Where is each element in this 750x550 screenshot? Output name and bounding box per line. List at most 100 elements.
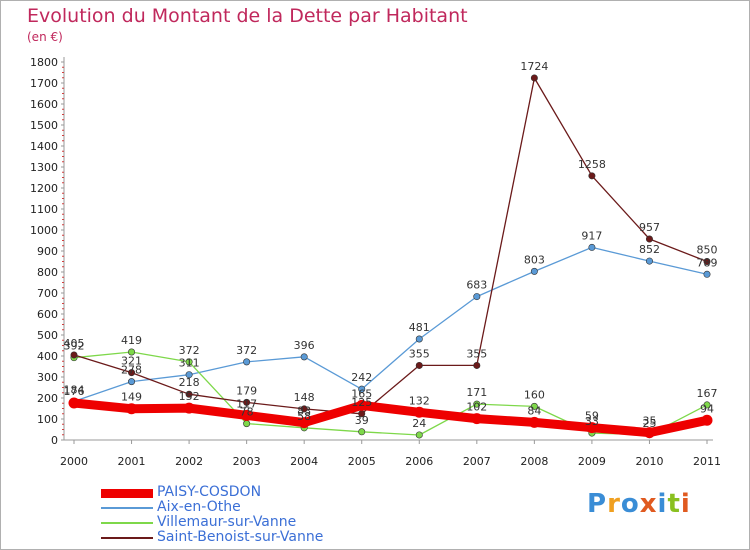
y-minor-tick (62, 114, 64, 115)
data-point-paisy-cosdon (643, 427, 655, 439)
y-minor-tick (62, 219, 64, 220)
y-minor-tick (62, 350, 64, 352)
data-label-villemaur-sur-vanne: 372 (179, 344, 200, 357)
data-label-aix-en-othe: 396 (294, 339, 315, 352)
data-point-saint-benoist-sur-vanne (588, 172, 596, 180)
y-tick-label: 1000 (30, 224, 58, 237)
y-minor-tick (62, 182, 64, 184)
data-label-saint-benoist-sur-vanne: 1258 (578, 158, 606, 171)
data-label-villemaur-sur-vanne: 419 (121, 334, 142, 347)
y-tick-label: 100 (37, 413, 58, 426)
data-label-saint-benoist-sur-vanne: 405 (64, 337, 85, 350)
x-tick-label: 2001 (118, 455, 146, 468)
data-point-villemaur-sur-vanne (243, 420, 251, 428)
y-tick-label: 0 (51, 434, 58, 447)
data-label-villemaur-sur-vanne: 392 (64, 340, 85, 353)
legend-label: Aix-en-Othe (157, 499, 241, 515)
series-line-paisy-cosdon (69, 398, 712, 438)
data-label-aix-en-othe: 242 (351, 371, 372, 384)
legend-swatch (101, 507, 153, 509)
logo-letter: P (587, 489, 608, 519)
y-minor-tick (62, 381, 64, 383)
data-label-villemaur-sur-vanne: 167 (697, 387, 718, 400)
data-point-paisy-cosdon (586, 422, 598, 434)
data-label-paisy-cosdon: 35 (642, 415, 656, 428)
y-minor-tick (62, 77, 64, 79)
y-minor-tick (62, 98, 64, 100)
chart-title: Evolution du Montant de la Dette par Hab… (27, 5, 468, 27)
y-minor-tick (62, 329, 64, 331)
y-minor-tick (62, 413, 64, 415)
logo-letter: i (657, 489, 668, 519)
data-label-aix-en-othe: 311 (179, 357, 200, 370)
legend-swatch (101, 537, 153, 539)
data-point-paisy-cosdon (356, 399, 368, 411)
y-tick-label: 1400 (30, 140, 58, 153)
data-label-saint-benoist-sur-vanne: 125 (351, 396, 372, 409)
data-label-villemaur-sur-vanne: 160 (524, 388, 545, 401)
y-tick-label: 700 (37, 287, 58, 300)
y-minor-tick (62, 66, 64, 68)
legend-swatch (101, 522, 153, 524)
data-label-paisy-cosdon: 83 (297, 405, 311, 418)
y-tick-label: 600 (37, 308, 58, 321)
data-point-paisy-cosdon (183, 402, 195, 414)
proxiti-logo: Proxiti (587, 489, 691, 519)
data-label-paisy-cosdon: 165 (351, 387, 372, 400)
y-minor-tick (62, 261, 64, 262)
y-minor-tick (62, 93, 64, 94)
data-label-villemaur-sur-vanne: 25 (642, 417, 656, 430)
data-label-saint-benoist-sur-vanne: 850 (697, 244, 718, 257)
data-label-paisy-cosdon: 94 (700, 402, 714, 415)
y-minor-tick (62, 161, 64, 163)
data-label-paisy-cosdon: 84 (527, 404, 541, 417)
data-point-aix-en-othe (300, 353, 308, 361)
y-tick-label: 1500 (30, 119, 58, 132)
x-tick-label: 2005 (348, 455, 376, 468)
data-point-paisy-cosdon (68, 397, 80, 409)
y-tick-label: 1300 (30, 161, 58, 174)
y-minor-tick (62, 392, 64, 394)
data-point-paisy-cosdon (241, 409, 253, 421)
y-minor-tick (62, 371, 64, 373)
y-minor-tick (62, 245, 64, 247)
y-minor-tick (62, 108, 64, 110)
data-label-paisy-cosdon: 132 (409, 394, 430, 407)
data-point-saint-benoist-sur-vanne (645, 235, 653, 243)
legend-label: Villemaur-sur-Vanne (157, 514, 297, 530)
data-label-paisy-cosdon: 117 (236, 397, 257, 410)
x-tick-label: 2004 (290, 455, 318, 468)
logo-letter: t (667, 489, 681, 519)
x-tick-label: 2010 (635, 455, 663, 468)
data-point-saint-benoist-sur-vanne (300, 405, 308, 413)
data-point-villemaur-sur-vanne (473, 400, 481, 408)
data-label-villemaur-sur-vanne: 78 (240, 406, 254, 419)
series-line-aix-en-othe (73, 246, 708, 403)
y-tick-label: 400 (37, 350, 58, 363)
data-label-aix-en-othe: 481 (409, 321, 430, 334)
y-minor-tick (62, 87, 64, 89)
data-point-paisy-cosdon (298, 417, 310, 429)
data-label-aix-en-othe: 372 (236, 344, 257, 357)
logo-letter: i (680, 489, 691, 519)
data-point-villemaur-sur-vanne (185, 358, 193, 366)
data-point-aix-en-othe (185, 371, 193, 379)
data-point-paisy-cosdon (701, 414, 713, 426)
y-minor-tick (62, 402, 64, 404)
y-minor-tick (62, 129, 64, 131)
y-minor-tick (62, 192, 64, 194)
legend-label: PAISY-COSDON (157, 484, 262, 500)
data-label-aix-en-othe: 789 (697, 256, 718, 269)
y-minor-tick (62, 339, 64, 341)
data-point-aix-en-othe (128, 378, 136, 386)
y-minor-tick (62, 345, 64, 346)
y-tick-label: 200 (37, 392, 58, 405)
y-minor-tick (62, 297, 64, 299)
x-tick-label: 2007 (463, 455, 491, 468)
data-point-saint-benoist-sur-vanne (530, 74, 538, 82)
data-label-saint-benoist-sur-vanne: 957 (639, 221, 660, 234)
y-minor-tick (62, 213, 64, 215)
data-point-saint-benoist-sur-vanne (703, 257, 711, 265)
y-minor-tick (62, 255, 64, 257)
